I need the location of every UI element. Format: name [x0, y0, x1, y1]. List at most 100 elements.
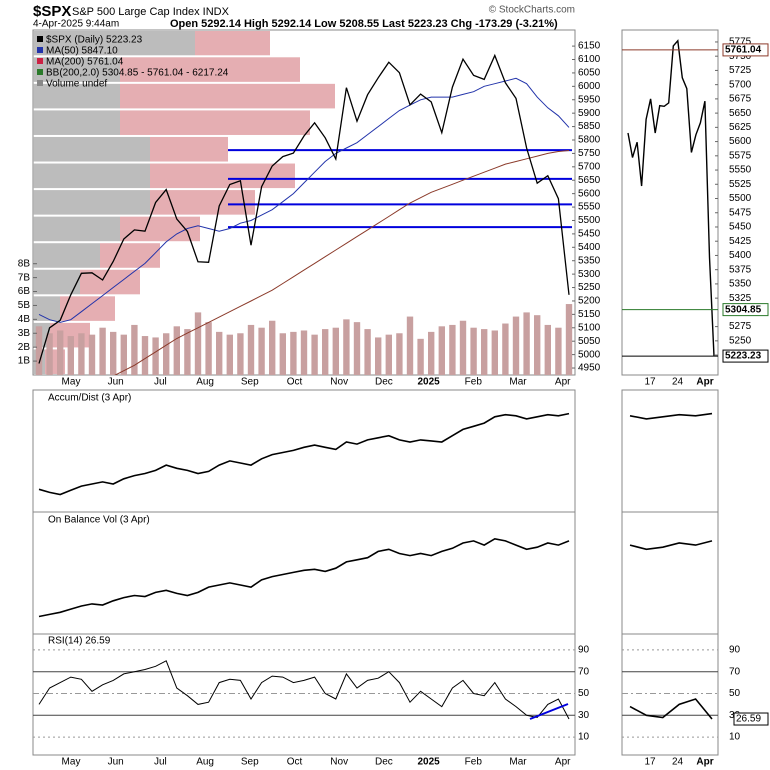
volume-bar [311, 334, 318, 375]
volume-bar [534, 315, 541, 375]
vbp-up [33, 296, 60, 321]
y-tick-label: 90 [578, 645, 590, 656]
y-tick-label: 6000 [578, 81, 601, 92]
x-tick-label: 2025 [417, 377, 440, 388]
highlight-box [722, 303, 769, 317]
volume-tick-label: 3B [18, 328, 31, 339]
volume-bar [173, 326, 180, 375]
x-tick-label: Apr [555, 757, 571, 768]
volume-bar [353, 322, 361, 375]
y-tick-label: 5500 [578, 215, 601, 226]
volume-bar [279, 333, 286, 375]
volume-bar [152, 337, 159, 375]
highlight-box [722, 349, 769, 363]
volume-bar [385, 334, 392, 375]
recent-panel [621, 29, 719, 376]
x-tick-label: Jun [108, 757, 124, 768]
rsi-title: RSI(14) 26.59 [48, 636, 111, 647]
volume-bar [512, 316, 520, 375]
y-tick-label: 5675 [729, 94, 752, 105]
vbp-up [33, 31, 195, 56]
volume-bar [417, 338, 424, 375]
volume-bar [438, 326, 445, 375]
vbp-down [120, 57, 300, 82]
price-line [114, 150, 570, 375]
indicator-line [38, 537, 570, 618]
vbp-down [150, 190, 255, 215]
y-tick-label: 5250 [729, 335, 752, 346]
y-tick-label: 6150 [578, 41, 601, 52]
vbp-down [150, 136, 228, 162]
vbp-up [33, 243, 100, 268]
vbp-up [33, 110, 120, 135]
x-tick-label: Jul [154, 377, 167, 388]
y-tick-label: 5650 [729, 108, 752, 119]
y-tick-label: 5650 [578, 175, 601, 186]
legend-swatch [37, 36, 43, 42]
vbp-down [120, 83, 335, 109]
y-tick-label: 5150 [578, 309, 601, 320]
volume-bar [322, 329, 329, 375]
y-tick-label: 5900 [578, 108, 601, 119]
y-tick-label: 5450 [729, 222, 752, 233]
recent-obv-panel [621, 511, 719, 635]
recent-indicator-line [629, 412, 713, 420]
price-plot [33, 31, 573, 375]
x-tick-label: Mar [509, 377, 527, 388]
ad-panel [32, 389, 576, 513]
volume-bar [523, 312, 530, 375]
y-tick-label: 5050 [578, 336, 601, 347]
vbp-up [33, 163, 150, 189]
y-tick-label: 5400 [578, 242, 601, 253]
volume-bar [237, 333, 244, 375]
volume-tick-label: 2B [18, 342, 31, 353]
volume-bar [364, 329, 371, 375]
recent-indicator-line [629, 698, 713, 720]
recent-ad-panel [621, 389, 719, 513]
vbp-up [33, 216, 120, 242]
y-tick-label: 4950 [578, 363, 601, 374]
legend-entry: BB(200,2.0) 5304.85 - 5761.04 - 6217.24 [46, 68, 229, 79]
volume-bar [300, 330, 308, 375]
y-tick-label: 5625 [729, 122, 752, 133]
volume-bar [459, 320, 467, 375]
highlight-label: 5761.04 [725, 45, 762, 56]
x-tick-label: Feb [465, 757, 483, 768]
legend-entry: $SPX (Daily) 5223.23 [46, 35, 143, 46]
y-tick-label: 90 [729, 645, 741, 656]
x-tick-label: Feb [465, 377, 483, 388]
volume-bar [502, 323, 509, 375]
index-name: S&P 500 Large Cap Index INDX [72, 6, 230, 18]
volume-bar [216, 331, 223, 375]
y-tick-label: 5750 [578, 148, 601, 159]
symbol: $SPX [33, 3, 71, 20]
y-tick-label: 30 [578, 710, 590, 721]
datetime: 4-Apr-2025 9:44am [33, 19, 119, 30]
volume-tick-label: 6B [18, 286, 31, 297]
vbp-up [33, 269, 80, 295]
vbp-up [33, 136, 150, 162]
volume-bar [46, 333, 53, 375]
price-line [38, 53, 570, 364]
volume-bar [35, 326, 43, 375]
volume-bar [67, 336, 74, 375]
volume-bar [57, 330, 64, 375]
y-tick-label: 70 [729, 666, 741, 677]
vbp-down [120, 216, 200, 242]
y-tick-label: 5700 [578, 161, 601, 172]
x-tick-label: 24 [672, 757, 684, 768]
volume-bar [290, 331, 297, 375]
y-tick-label: 50 [729, 688, 741, 699]
volume-bar [332, 327, 339, 375]
recent-price-line [627, 39, 715, 357]
recent-rsi-panel [621, 633, 719, 756]
volume-bar [555, 327, 562, 375]
volume-tick-label: 7B [18, 272, 31, 283]
y-tick-label: 5950 [578, 94, 601, 105]
vbp-up [33, 83, 120, 109]
x-tick-label: Jul [154, 757, 167, 768]
volume-bar [205, 322, 212, 375]
last-box [733, 712, 769, 726]
x-tick-label: Jun [108, 377, 124, 388]
volume-bar [258, 327, 265, 375]
